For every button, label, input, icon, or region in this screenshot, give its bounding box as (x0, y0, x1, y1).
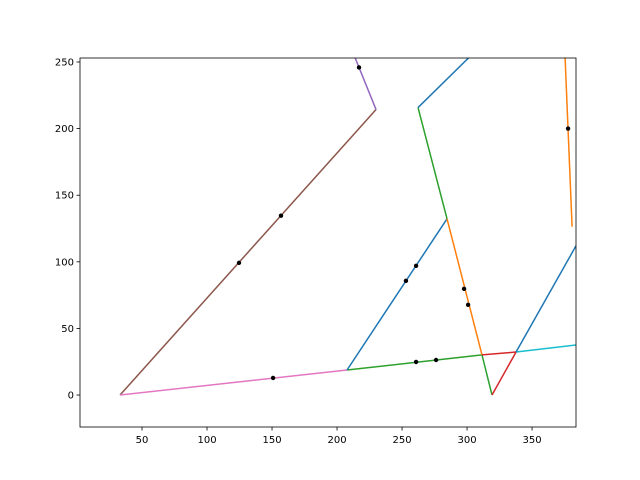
x-tick-label: 300 (458, 435, 477, 446)
series-line-10 (515, 245, 576, 353)
plot-area (119, 58, 576, 396)
scatter-point-7 (413, 359, 419, 365)
series-line-2 (119, 369, 348, 396)
series-line-4 (346, 218, 448, 371)
x-tick-label: 250 (392, 435, 411, 446)
x-tick-label: 50 (136, 435, 149, 446)
scatter-point-2 (356, 65, 362, 70)
x-tick-label: 350 (523, 435, 542, 446)
series-line-11 (417, 107, 448, 219)
series-line-13 (564, 58, 573, 227)
series-line-6 (481, 354, 493, 396)
series-line-12 (417, 58, 470, 109)
series-line-1 (354, 58, 377, 110)
x-tick-label: 200 (327, 435, 346, 446)
y-tick-label: 100 (55, 257, 74, 268)
y-tick-label: 50 (61, 324, 74, 335)
y-tick-label: 250 (55, 57, 74, 68)
scatter-point-3 (403, 278, 409, 284)
axes-frame (79, 57, 577, 428)
series-line-8 (491, 351, 517, 396)
x-tick-label: 100 (197, 435, 216, 446)
x-tick-label: 150 (262, 435, 281, 446)
scatter-point-8 (433, 357, 439, 363)
series-line-0 (119, 109, 377, 396)
scatter-point-10 (565, 126, 571, 131)
scatter-point-9 (270, 375, 276, 381)
series-line-9 (515, 344, 576, 353)
y-tick-label: 150 (55, 191, 74, 202)
y-tick-label: 200 (55, 124, 74, 135)
scatter-point-4 (413, 263, 419, 269)
scatter-point-0 (236, 260, 242, 266)
scatter-point-5 (461, 286, 467, 292)
scatter-point-6 (465, 302, 471, 308)
y-tick-label: 0 (68, 391, 74, 402)
scatter-point-1 (278, 213, 284, 218)
series-line-7 (481, 351, 517, 356)
